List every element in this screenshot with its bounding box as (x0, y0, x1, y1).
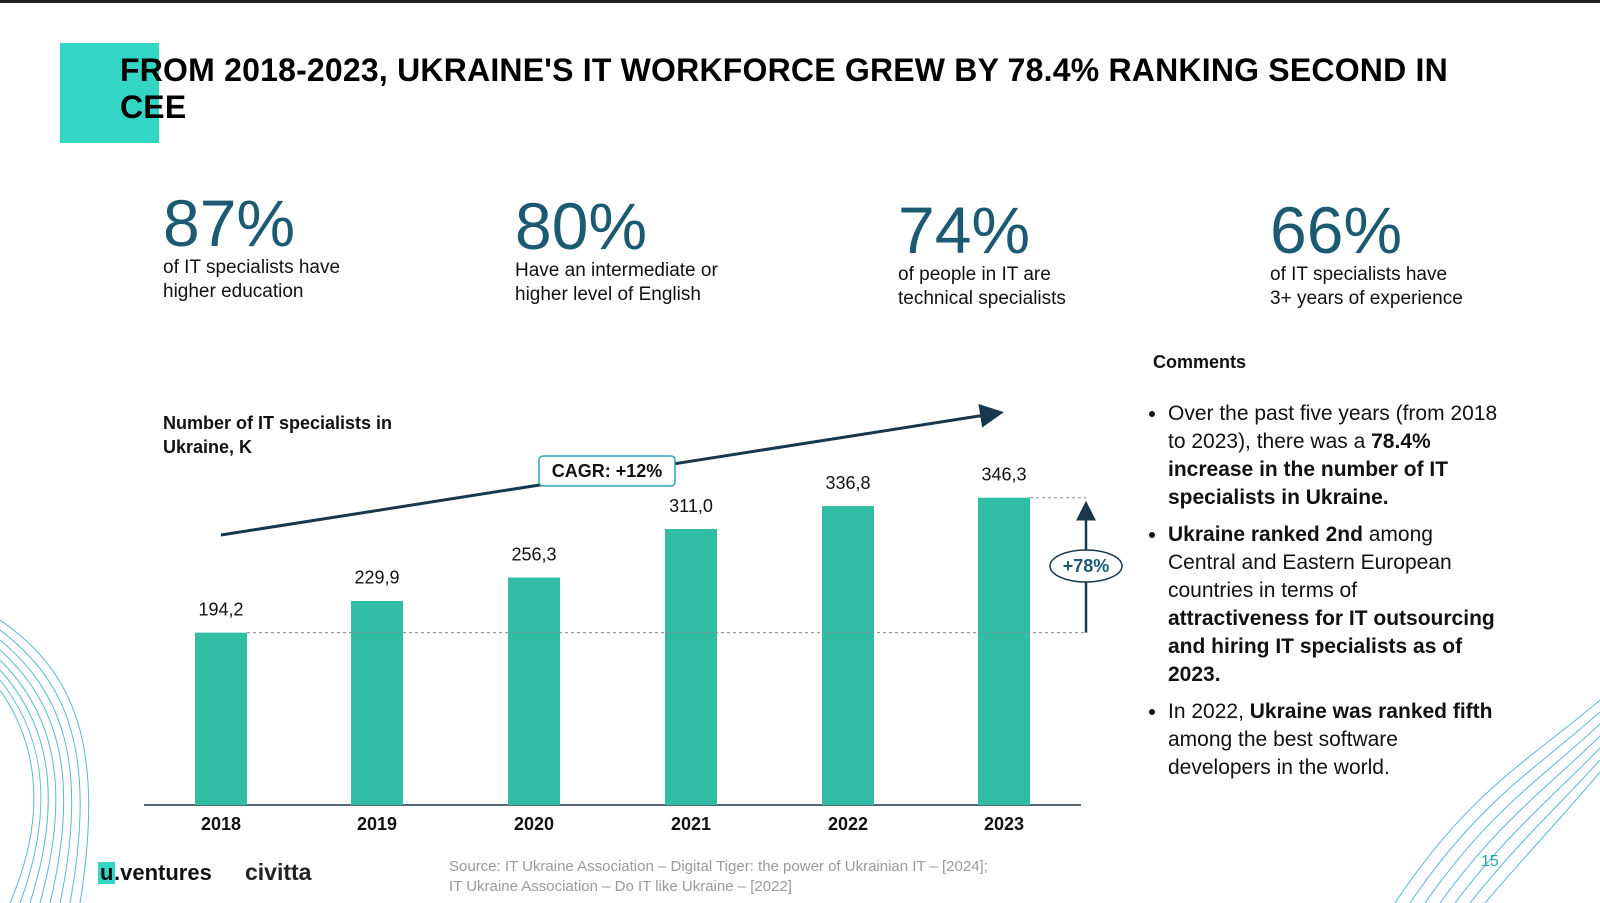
x-tick-label: 2022 (828, 814, 868, 834)
bar (978, 497, 1030, 805)
chart: 194,2 2018 229,9 2019 256,3 2020 311,0 2021 336,… (144, 403, 1123, 834)
value-label: 336,8 (825, 473, 870, 493)
comments-list: Over the past five years (from 2018 to 2… (1148, 400, 1498, 791)
comment-text: attractiveness for IT outsourcing and hi… (1168, 607, 1495, 686)
stat-text: Have an intermediate or (515, 260, 718, 281)
stat-value: 66% (1270, 193, 1403, 267)
stat-value: 74% (898, 193, 1031, 267)
value-label: 346,3 (981, 464, 1026, 484)
value-label: 311,0 (669, 496, 713, 516)
chart-title: Number of IT specialists in Ukraine, K (163, 413, 393, 457)
stat-text: higher education (163, 281, 304, 302)
top-border (0, 0, 1600, 3)
logo-ventures: .ventures (114, 860, 212, 885)
slide-title: FROM 2018-2023, UKRAINE'S IT WORKFORCE G… (120, 52, 1448, 125)
comment-text: Over the past five years (from 2018 to 2… (1168, 402, 1498, 453)
stat-text: technical specialists (898, 288, 1066, 309)
value-label: 194,2 (198, 599, 243, 619)
stat-text: of IT specialists have (1270, 264, 1448, 285)
stat: 66% of IT specialists have 3+ years of exp… (1270, 197, 1463, 311)
cagr-label: CAGR: +12% (552, 461, 663, 481)
stat-text: 3+ years of experience (1270, 288, 1463, 309)
logo-u: u (100, 860, 113, 885)
stat-value: 80% (515, 189, 648, 263)
x-tick-label: 2021 (671, 814, 711, 834)
stat-value: 87% (163, 186, 296, 260)
stat-text: higher level of English (515, 284, 701, 305)
value-label: 229,9 (354, 568, 399, 588)
bar (822, 506, 874, 805)
source-line: Source: IT Ukraine Association – Digital… (449, 858, 988, 875)
page-number: 15 (1481, 853, 1499, 870)
wave-right (1394, 699, 1600, 903)
comment-text: Ukraine ranked 2nd (1168, 523, 1363, 546)
stat-text: of IT specialists have (163, 257, 341, 278)
stat: 87% of IT specialists have higher educatio… (163, 190, 340, 304)
stat: 80% Have an intermediate or higher level o… (515, 193, 718, 307)
value-label: 256,3 (511, 544, 556, 564)
wave-left (0, 619, 90, 903)
accent-square (60, 43, 159, 143)
comment-text: In 2022, (1168, 700, 1250, 723)
comment-text: 78.4% increase in the number of IT speci… (1168, 430, 1449, 509)
comment-item: In 2022, Ukraine was ranked fifth among … (1168, 698, 1498, 782)
growth-label: +78% (1063, 556, 1110, 576)
growth-badge (1049, 549, 1123, 583)
comment-text: among Central and Eastern European count… (1168, 523, 1452, 602)
x-tick-label: 2019 (357, 814, 397, 834)
comments-heading: Comments (1153, 352, 1247, 372)
stat-text: of people in IT are (898, 264, 1051, 285)
bar (508, 577, 560, 805)
bar (351, 600, 403, 805)
comment-item: Over the past five years (from 2018 to 2… (1168, 400, 1498, 512)
cagr-box (538, 455, 676, 487)
bar (195, 632, 247, 805)
stat: 74% of people in IT are technical speciali… (898, 197, 1066, 311)
x-tick-label: 2020 (514, 814, 554, 834)
comment-text: among the best software developers in th… (1168, 728, 1398, 779)
logo-u-box (98, 862, 115, 884)
source-line: IT Ukraine Association – Do IT like Ukra… (449, 878, 792, 895)
x-tick-label: 2018 (201, 814, 241, 834)
logo-civitta: civitta (245, 859, 312, 885)
comment-item: Ukraine ranked 2nd among Central and Eas… (1168, 521, 1498, 689)
x-tick-label: 2023 (984, 814, 1024, 834)
bar (665, 529, 717, 805)
comment-text: Ukraine was ranked fifth (1249, 700, 1493, 723)
